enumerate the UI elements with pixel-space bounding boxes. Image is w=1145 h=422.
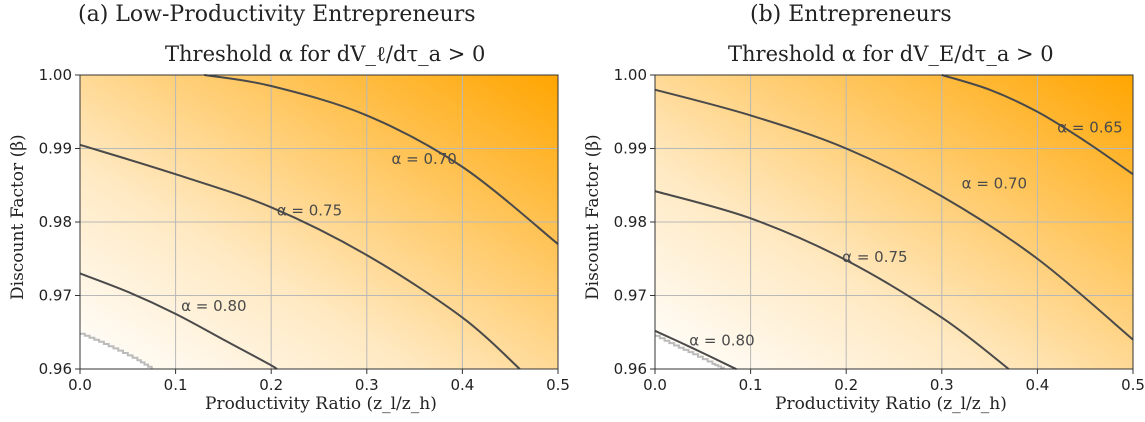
boundary-line [80, 332, 153, 369]
panel-b-plot: α = 0.65 α = 0.70 α = 0.75 α = 0.80 0.0 0.1 0.… [614, 66, 1145, 394]
y-tick-label: 0.98 [39, 213, 72, 231]
x-tick-label: 0.2 [834, 376, 858, 394]
panel-b-xlabel: Productivity Ratio (z_l/z_h) [775, 394, 1007, 414]
infeasible-region [80, 333, 152, 369]
boundary-line [655, 334, 725, 369]
panel-b: (b) Entrepreneurs Threshold α for dV_E/d… [575, 0, 1145, 422]
contour-label: α = 0.70 [962, 174, 1027, 192]
x-tick-label: 0.3 [355, 376, 379, 394]
contour-line [654, 190, 1010, 370]
y-tick-label: 1.00 [39, 66, 72, 84]
x-tick-label: 0.1 [164, 376, 188, 394]
contour-label: α = 0.65 [1057, 118, 1122, 136]
panel-a-plot: α = 0.70 α = 0.75 α = 0.80 0.0 0.1 0.2 0.3 0.4 0… [39, 66, 570, 394]
contour-label: α = 0.70 [391, 150, 456, 168]
panel-a-title: Threshold α for dV_ℓ/dτ_a > 0 [165, 42, 486, 66]
y-tick-label: 0.99 [39, 140, 72, 158]
x-tick-label: 0.4 [1025, 376, 1049, 394]
contour-label: α = 0.75 [842, 248, 907, 266]
panel-b-title: Threshold α for dV_E/dτ_a > 0 [728, 42, 1054, 66]
contour-label: α = 0.80 [689, 332, 754, 350]
panel-a-caption: (a) Low-Productivity Entrepreneurs [78, 2, 476, 27]
panel-a-xlabel: Productivity Ratio (z_l/z_h) [205, 394, 437, 414]
x-tick-label: 0.1 [739, 376, 763, 394]
y-tick-label: 0.99 [614, 140, 647, 158]
contour-line [204, 74, 559, 245]
x-tick-label: 0.5 [546, 376, 570, 394]
x-tick-label: 0.4 [450, 376, 474, 394]
y-tick-label: 0.96 [614, 360, 647, 378]
contour-line [79, 143, 521, 370]
x-tick-label: 0.0 [68, 376, 92, 394]
y-tick-label: 0.98 [614, 213, 647, 231]
contour-line [654, 88, 1134, 341]
infeasible-region [655, 335, 724, 369]
contour-label: α = 0.80 [181, 297, 246, 315]
x-tick-label: 0.5 [1121, 376, 1145, 394]
y-tick-label: 1.00 [614, 66, 647, 84]
x-tick-label: 0.2 [259, 376, 283, 394]
x-tick-label: 0.3 [930, 376, 954, 394]
panel-a: (a) Low-Productivity Entrepreneurs Thres… [0, 0, 570, 422]
contour-line [941, 74, 1134, 176]
y-tick-label: 0.97 [614, 287, 647, 305]
y-tick-label: 0.96 [39, 360, 72, 378]
panel-b-caption: (b) Entrepreneurs [750, 2, 952, 27]
contour-label: α = 0.75 [277, 201, 342, 219]
y-tick-label: 0.97 [39, 287, 72, 305]
x-tick-label: 0.0 [643, 376, 667, 394]
contour-line [79, 272, 278, 370]
